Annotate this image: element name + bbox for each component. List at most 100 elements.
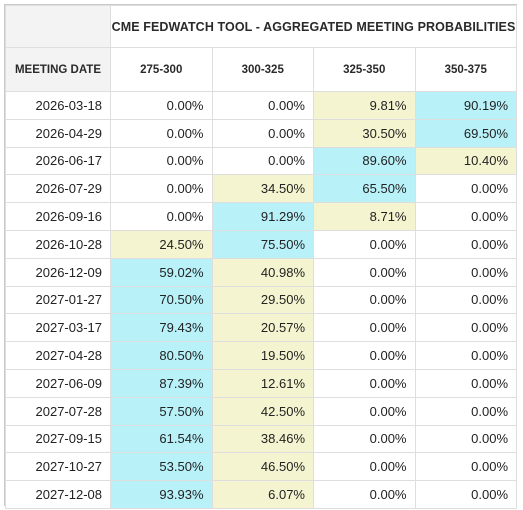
table-row: 2026-07-29 0.00% 34.50% 65.50% 0.00% — [5, 174, 518, 204]
probability-cell: 0.00% — [313, 341, 416, 370]
probability-cell: 38.46% — [211, 424, 314, 454]
probability-cell: 0.00% — [313, 480, 416, 509]
probability-cell: 0.00% — [414, 480, 518, 509]
probability-cell: 75.50% — [211, 229, 314, 259]
probability-cell: 9.81% — [313, 91, 416, 120]
probability-cell: 10.40% — [414, 146, 518, 176]
table-title: CME FEDWATCH TOOL - AGGREGATED MEETING P… — [109, 5, 518, 48]
meeting-date-cell: 2026-03-18 — [5, 91, 111, 120]
meeting-date-cell: 2026-12-09 — [5, 257, 111, 287]
probability-cell: 0.00% — [313, 313, 416, 343]
meeting-date-header: MEETING DATE — [5, 47, 111, 92]
probability-cell: 0.00% — [110, 118, 213, 148]
probability-cell: 0.00% — [211, 91, 314, 120]
probability-cell: 24.50% — [110, 229, 213, 259]
probability-cell: 65.50% — [313, 174, 416, 204]
table-row: 2027-10-27 53.50% 46.50% 0.00% 0.00% — [5, 452, 518, 482]
table-row: 2027-07-28 57.50% 42.50% 0.00% 0.00% — [5, 396, 518, 426]
column-header-300-325: 300-325 — [211, 47, 314, 92]
table-row: 2027-03-17 79.43% 20.57% 0.00% 0.00% — [5, 313, 518, 343]
probability-cell: 30.50% — [313, 118, 416, 148]
probability-cell: 0.00% — [313, 229, 416, 259]
probability-cell: 0.00% — [313, 452, 416, 482]
probability-cell: 70.50% — [110, 285, 213, 315]
meeting-date-cell: 2027-07-28 — [5, 396, 111, 426]
probability-cell: 80.50% — [110, 341, 213, 370]
meeting-date-cell: 2026-04-29 — [5, 118, 111, 148]
probability-cell: 0.00% — [414, 202, 518, 231]
probability-cell: 0.00% — [110, 202, 213, 231]
table-row: 2026-06-17 0.00% 0.00% 89.60% 10.40% — [5, 146, 518, 176]
table-row: 2026-09-16 0.00% 91.29% 8.71% 0.00% — [5, 202, 518, 231]
meeting-date-cell: 2027-06-09 — [5, 368, 111, 398]
probability-cell: 57.50% — [110, 396, 213, 426]
probability-cell: 93.93% — [110, 480, 213, 509]
meeting-date-cell: 2026-09-16 — [5, 202, 111, 231]
probability-cell: 61.54% — [110, 424, 213, 454]
probability-cell: 0.00% — [313, 368, 416, 398]
meeting-date-cell: 2026-10-28 — [5, 229, 111, 259]
probability-cell: 0.00% — [110, 174, 213, 204]
meeting-date-cell: 2027-10-27 — [5, 452, 111, 482]
table-row: 2026-12-09 59.02% 40.98% 0.00% 0.00% — [5, 257, 518, 287]
probability-cell: 0.00% — [414, 396, 518, 426]
column-header-275-300: 275-300 — [110, 47, 213, 92]
probability-cell: 0.00% — [414, 313, 518, 343]
title-row: CME FEDWATCH TOOL - AGGREGATED MEETING P… — [5, 5, 518, 48]
probability-cell: 87.39% — [110, 368, 213, 398]
probability-cell: 0.00% — [414, 229, 518, 259]
probability-cell: 90.19% — [414, 91, 518, 120]
table-row: 2027-12-08 93.93% 6.07% 0.00% 0.00% — [5, 480, 518, 509]
column-header-325-350: 325-350 — [313, 47, 416, 92]
meeting-date-cell: 2027-04-28 — [5, 341, 111, 370]
probability-cell: 59.02% — [110, 257, 213, 287]
probability-cell: 0.00% — [414, 174, 518, 204]
probability-cell: 19.50% — [211, 341, 314, 370]
probability-cell: 0.00% — [313, 285, 416, 315]
meeting-date-cell: 2027-03-17 — [5, 313, 111, 343]
column-header-350-375: 350-375 — [414, 47, 518, 92]
probability-cell: 0.00% — [414, 452, 518, 482]
meeting-date-cell: 2026-07-29 — [5, 174, 111, 204]
probability-cell: 42.50% — [211, 396, 314, 426]
probability-cell: 12.61% — [211, 368, 314, 398]
table-row: 2026-04-29 0.00% 0.00% 30.50% 69.50% — [5, 118, 518, 148]
probabilities-table-panel: CME FEDWATCH TOOL - AGGREGATED MEETING P… — [4, 4, 518, 509]
probability-cell: 0.00% — [414, 424, 518, 454]
probability-cell: 0.00% — [211, 118, 314, 148]
probability-cell: 0.00% — [414, 341, 518, 370]
meeting-date-cell: 2027-12-08 — [5, 480, 111, 509]
probability-cell: 0.00% — [414, 257, 518, 287]
probability-cell: 0.00% — [414, 285, 518, 315]
probability-cell: 0.00% — [110, 146, 213, 176]
probability-cell: 69.50% — [414, 118, 518, 148]
table-row: 2027-09-15 61.54% 38.46% 0.00% 0.00% — [5, 424, 518, 454]
probability-cell: 79.43% — [110, 313, 213, 343]
probability-cell: 0.00% — [211, 146, 314, 176]
probabilities-table: CME FEDWATCH TOOL - AGGREGATED MEETING P… — [5, 5, 518, 509]
meeting-date-cell: 2026-06-17 — [5, 146, 111, 176]
probability-cell: 46.50% — [211, 452, 314, 482]
probability-cell: 29.50% — [211, 285, 314, 315]
probability-cell: 0.00% — [414, 368, 518, 398]
table-row: 2027-06-09 87.39% 12.61% 0.00% 0.00% — [5, 368, 518, 398]
probability-cell: 40.98% — [211, 257, 314, 287]
table-body: 2026-03-18 0.00% 0.00% 9.81% 90.19% 2026-04-2… — [5, 91, 518, 509]
corner-cell — [5, 5, 111, 48]
probability-cell: 34.50% — [211, 174, 314, 204]
column-header-row: MEETING DATE 275-300 300-325 325-350 350… — [5, 47, 518, 92]
probability-cell: 91.29% — [211, 202, 314, 231]
table-row: 2027-04-28 80.50% 19.50% 0.00% 0.00% — [5, 341, 518, 370]
meeting-date-cell: 2027-09-15 — [5, 424, 111, 454]
probability-cell: 53.50% — [110, 452, 213, 482]
probability-cell: 0.00% — [313, 257, 416, 287]
probability-cell: 0.00% — [110, 91, 213, 120]
table-row: 2027-01-27 70.50% 29.50% 0.00% 0.00% — [5, 285, 518, 315]
probability-cell: 0.00% — [313, 424, 416, 454]
probability-cell: 6.07% — [211, 480, 314, 509]
probability-cell: 89.60% — [313, 146, 416, 176]
meeting-date-cell: 2027-01-27 — [5, 285, 111, 315]
table-row: 2026-03-18 0.00% 0.00% 9.81% 90.19% — [5, 91, 518, 120]
probability-cell: 20.57% — [211, 313, 314, 343]
probability-cell: 8.71% — [313, 202, 416, 231]
